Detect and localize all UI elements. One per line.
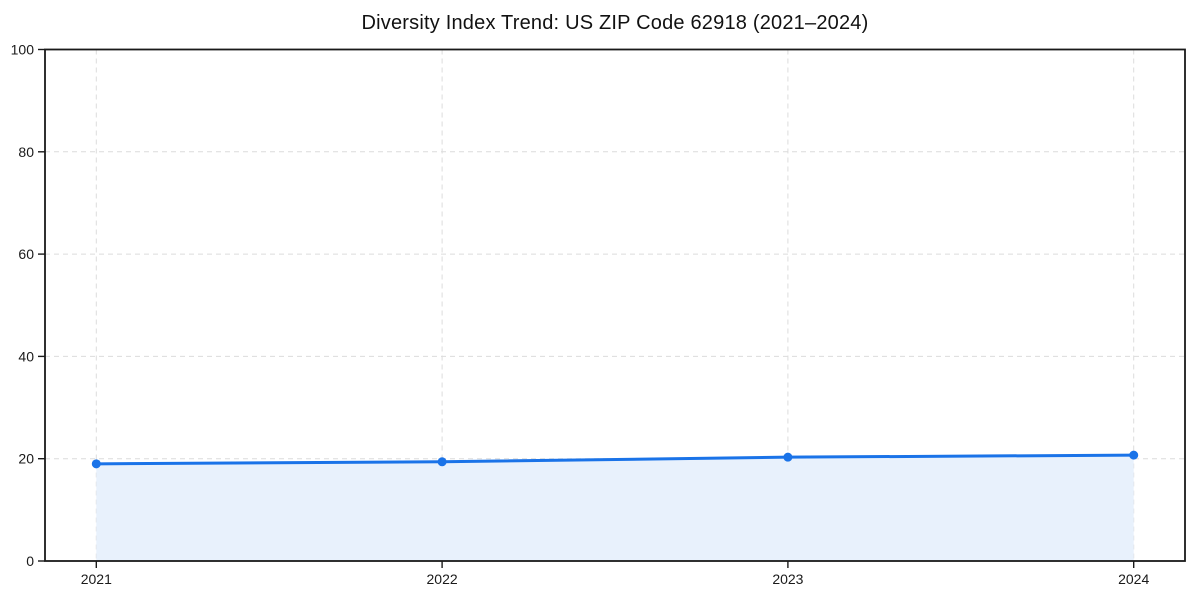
y-axis-tick-label: 0 [26, 553, 34, 569]
chart-title: Diversity Index Trend: US ZIP Code 62918… [361, 12, 869, 34]
data-point-marker [91, 459, 101, 469]
y-axis-tick-label: 80 [18, 144, 34, 160]
series-area-fill [96, 455, 1134, 561]
plot-border [44, 48, 1186, 562]
x-axis-tick-label: 2022 [427, 571, 458, 587]
data-point-marker [437, 457, 447, 467]
x-axis-tick-label: 2021 [81, 571, 112, 587]
y-axis-tick-label: 100 [11, 42, 35, 58]
y-axis-tick-label: 20 [18, 451, 34, 467]
data-point-marker [783, 452, 793, 462]
x-axis-tick-label: 2024 [1118, 571, 1149, 587]
series-line [94, 453, 1136, 466]
x-axis-tick-label: 2023 [772, 571, 803, 587]
y-axis-tick-label: 60 [18, 246, 34, 262]
data-point-marker [1129, 450, 1139, 460]
y-axis-tick-label: 40 [18, 348, 34, 364]
